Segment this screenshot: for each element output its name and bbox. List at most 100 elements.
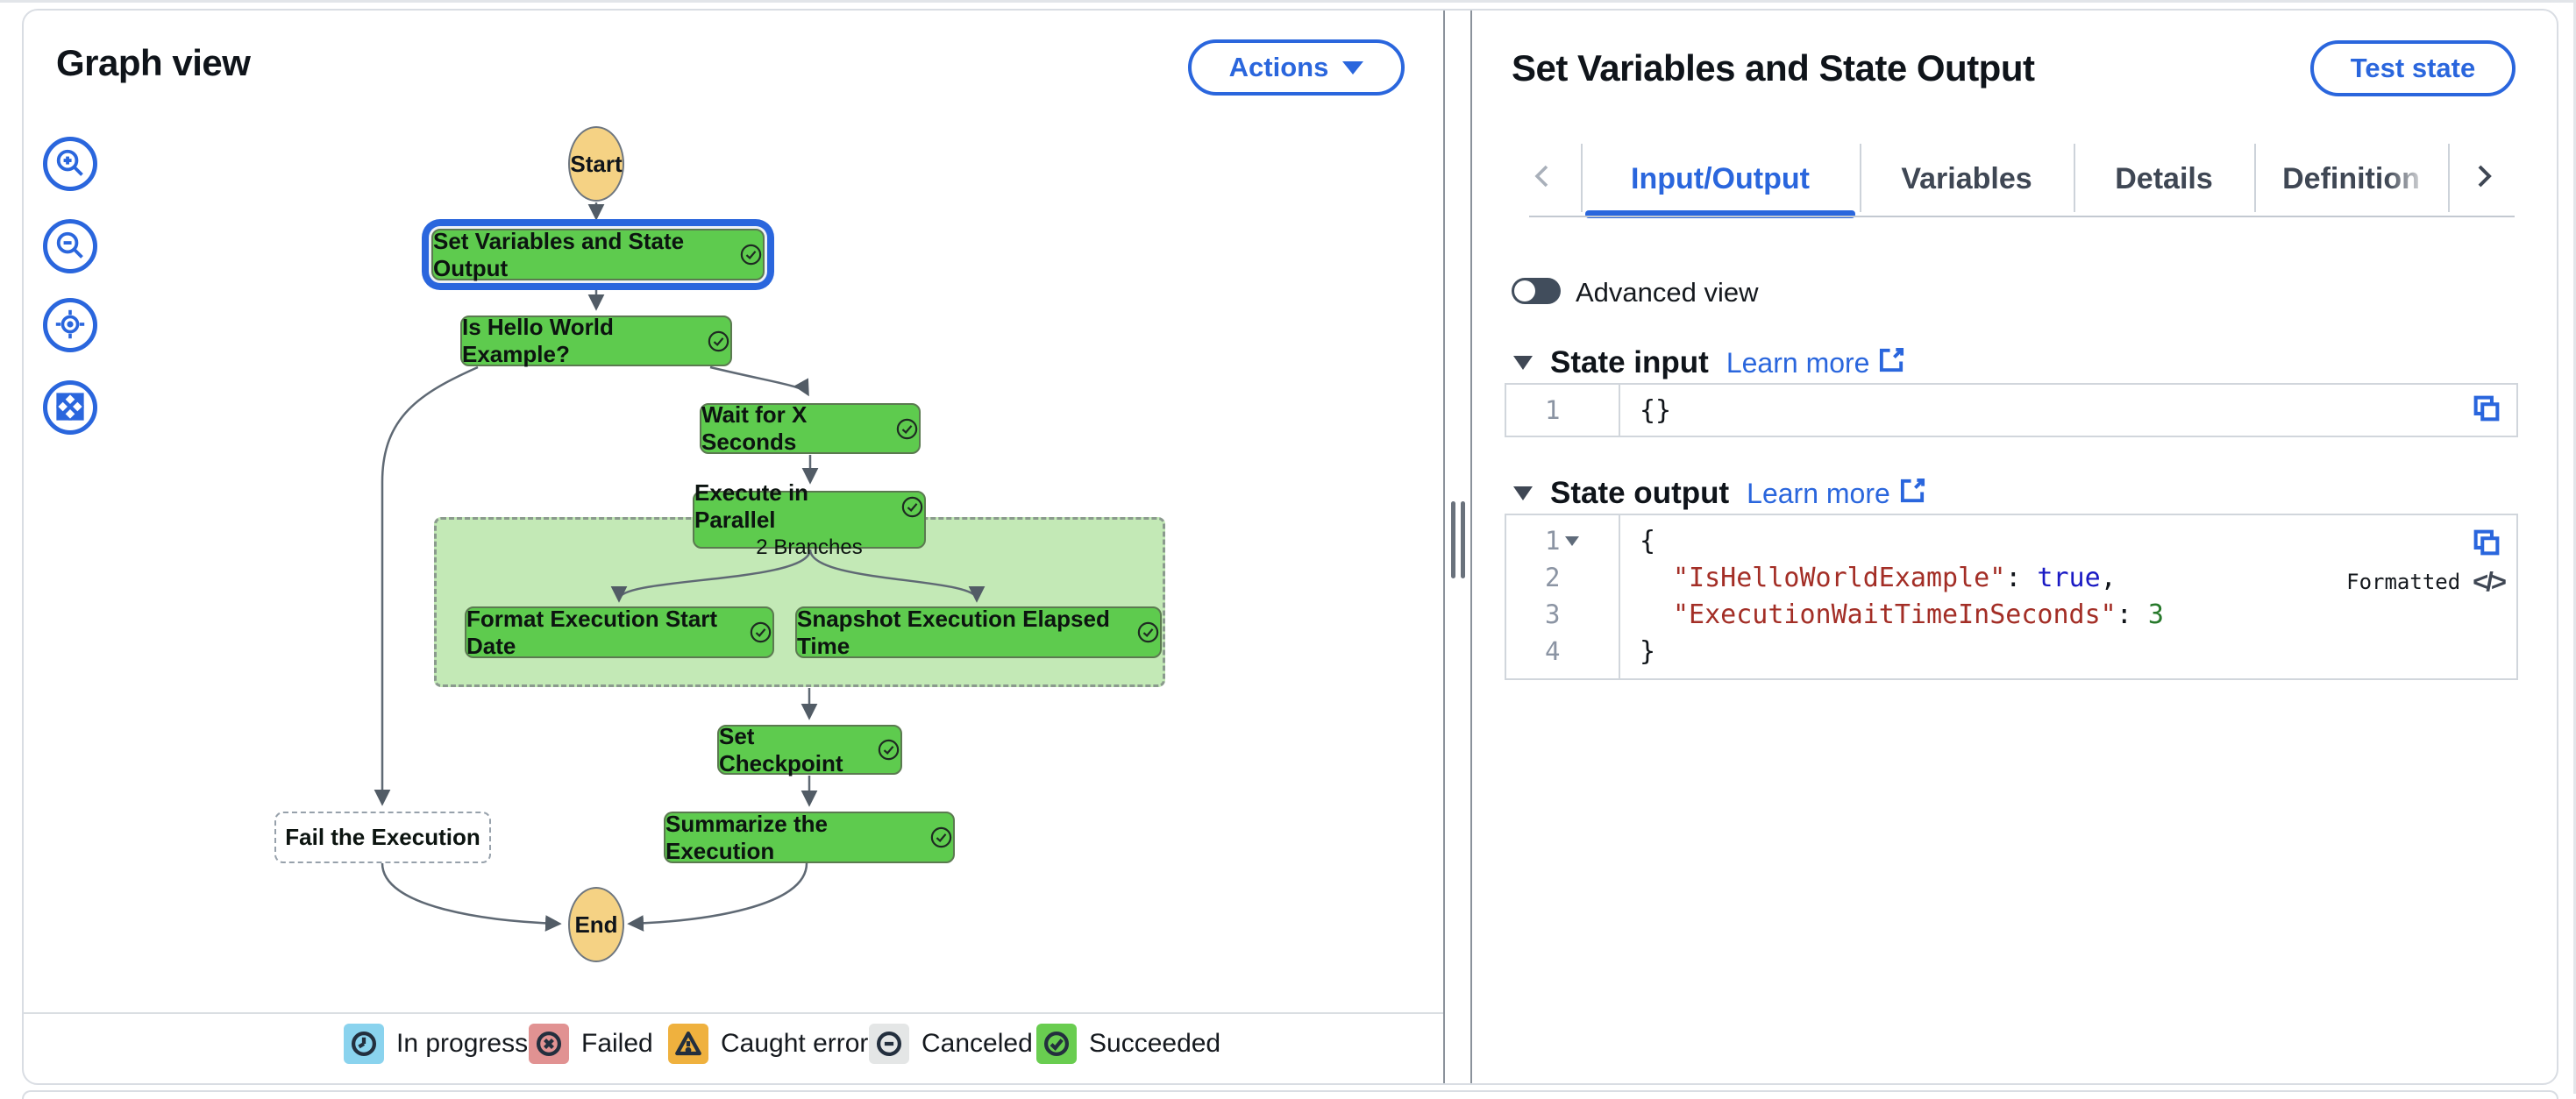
- zoom-in-button[interactable]: [43, 137, 97, 191]
- test-state-button-label: Test state: [2350, 53, 2476, 83]
- caught-error-warning-icon: [668, 1024, 708, 1064]
- panel-divider-left-line: [1443, 11, 1445, 1083]
- tab-overflow-fade: [2387, 140, 2446, 214]
- node-set-checkpoint[interactable]: Set Checkpoint: [717, 722, 902, 776]
- formatted-label: Formatted: [2346, 570, 2461, 594]
- crosshair-icon: [54, 308, 86, 343]
- tab-separator: [2448, 144, 2450, 212]
- node-label: Set Checkpoint: [719, 722, 843, 776]
- state-output-editor: 1 2 3 4 { "IsHelloWorldExample": true, "…: [1505, 514, 2518, 680]
- advanced-view-toggle[interactable]: [1512, 278, 1561, 304]
- state-input-code[interactable]: {}: [1620, 385, 2516, 436]
- line-number-gutter: 1: [1506, 385, 1620, 436]
- state-output-code[interactable]: { "IsHelloWorldExample": true, "Executio…: [1640, 524, 2507, 667]
- zoom-out-button[interactable]: [43, 219, 97, 273]
- copy-input-button[interactable]: [2467, 390, 2506, 429]
- panel-divider-right-line: [1470, 11, 1472, 1083]
- succeeded-check-icon: [707, 330, 730, 353]
- window-top-edge: [0, 0, 2576, 3]
- json-number-value: 3: [2147, 599, 2164, 630]
- caret-down-icon: [1342, 60, 1364, 74]
- tabs-scroll-left-button[interactable]: [1526, 158, 1561, 196]
- legend-item-in-progress: In progress: [344, 1024, 528, 1064]
- legend-item-caught-error: Caught error: [668, 1024, 868, 1064]
- copy-icon: [2470, 526, 2503, 562]
- json-key: "ExecutionWaitTimeInSeconds": [1673, 599, 2117, 630]
- state-output-learn-more-link[interactable]: Learn more: [1747, 477, 1926, 511]
- start-label: Start: [570, 150, 623, 177]
- legend-item-succeeded: Succeeded: [1036, 1024, 1220, 1064]
- node-wait-for-x-seconds[interactable]: Wait for X Seconds: [700, 401, 921, 455]
- tab-separator: [2254, 144, 2256, 212]
- test-state-button[interactable]: Test state: [2310, 40, 2516, 96]
- collapse-caret-icon[interactable]: [1513, 356, 1533, 370]
- tab-separator: [1581, 144, 1583, 212]
- center-graph-button[interactable]: [43, 298, 97, 352]
- json-boolean-value: true: [2037, 562, 2101, 593]
- zoom-out-icon: [54, 230, 86, 264]
- external-link-icon: [1878, 346, 1905, 380]
- succeeded-check-icon: [895, 417, 919, 441]
- legend-item-failed: Failed: [529, 1024, 653, 1064]
- panel-resize-handle[interactable]: [1447, 501, 1469, 582]
- active-tab-underline: [1585, 210, 1855, 218]
- formatted-toggle[interactable]: Formatted </>: [2346, 566, 2507, 598]
- json-key: "IsHelloWorldExample": [1673, 562, 2006, 593]
- tab-input-output[interactable]: Input/Output: [1631, 161, 1810, 195]
- tab-separator: [2074, 144, 2075, 212]
- line-number-gutter: 1 2 3 4: [1506, 515, 1620, 678]
- copy-output-button[interactable]: [2467, 524, 2506, 563]
- succeeded-check-icon: [749, 620, 772, 644]
- succeeded-check-circle-icon: [1036, 1024, 1077, 1064]
- legend-item-canceled: Canceled: [869, 1024, 1033, 1064]
- succeeded-check-icon: [900, 495, 924, 519]
- in-progress-clock-icon: [344, 1024, 384, 1064]
- state-input-editor: 1 {}: [1505, 383, 2518, 437]
- failed-x-circle-icon: [529, 1024, 569, 1064]
- node-snapshot-execution-elapsed-time[interactable]: Snapshot Execution Elapsed Time: [795, 606, 1162, 659]
- node-format-execution-start-date[interactable]: Format Execution Start Date: [465, 605, 774, 659]
- state-input-learn-more-link[interactable]: Learn more: [1726, 346, 1906, 380]
- toggle-knob: [1514, 280, 1535, 301]
- expand-arrows-icon: [54, 391, 86, 425]
- state-input-header: State input Learn more: [1513, 345, 1905, 380]
- tab-variables[interactable]: Variables: [1901, 161, 2032, 195]
- copy-icon: [2470, 392, 2503, 428]
- node-summarize-the-execution[interactable]: Summarize the Execution: [664, 810, 955, 864]
- succeeded-check-icon: [739, 243, 763, 266]
- tab-details[interactable]: Details: [2115, 161, 2213, 195]
- collapse-caret-icon[interactable]: [1513, 486, 1533, 500]
- tabs-scroll-right-button[interactable]: [2466, 158, 2501, 196]
- succeeded-check-icon: [877, 738, 900, 762]
- external-link-icon: [1899, 477, 1926, 511]
- node-label: Summarize the Execution: [665, 810, 828, 864]
- node-label: Wait for X Seconds: [701, 401, 808, 455]
- zoom-in-icon: [54, 147, 86, 181]
- state-output-header: State output Learn more: [1513, 476, 1926, 511]
- end-label: End: [574, 911, 618, 938]
- actions-button[interactable]: Actions: [1188, 39, 1405, 96]
- graph-start-node: Start: [568, 126, 624, 202]
- state-output-heading: State output: [1550, 476, 1730, 510]
- window-right-edge: [2573, 0, 2576, 1094]
- succeeded-check-icon: [1136, 620, 1160, 644]
- detail-panel-title: Set Variables and State Output: [1512, 47, 2035, 89]
- node-label: Format Execution Start Date: [466, 605, 718, 659]
- actions-button-label: Actions: [1228, 52, 1329, 82]
- next-card-top-edge: [22, 1090, 2558, 1099]
- legend-divider: [24, 1012, 1443, 1014]
- node-fail-the-execution[interactable]: Fail the Execution: [274, 812, 491, 863]
- node-label: Execute in Parallel: [694, 479, 809, 533]
- graph-end-node: End: [568, 887, 624, 962]
- succeeded-check-icon: [929, 826, 953, 849]
- node-sublabel: 2 Branches: [756, 535, 863, 559]
- node-label: Fail the Execution: [285, 824, 480, 850]
- node-label: Is Hello World Example?: [462, 314, 614, 367]
- fit-to-screen-button[interactable]: [43, 380, 97, 435]
- node-execute-in-parallel[interactable]: Execute in Parallel 2 Branches: [693, 479, 926, 559]
- node-set-variables-and-state-output[interactable]: Set Variables and State Output: [431, 228, 765, 281]
- code-brackets-icon: </>: [2473, 566, 2507, 597]
- chevron-left-icon: [1529, 162, 1557, 193]
- fold-caret-icon[interactable]: [1565, 535, 1580, 546]
- node-is-hello-world-example[interactable]: Is Hello World Example?: [460, 314, 732, 367]
